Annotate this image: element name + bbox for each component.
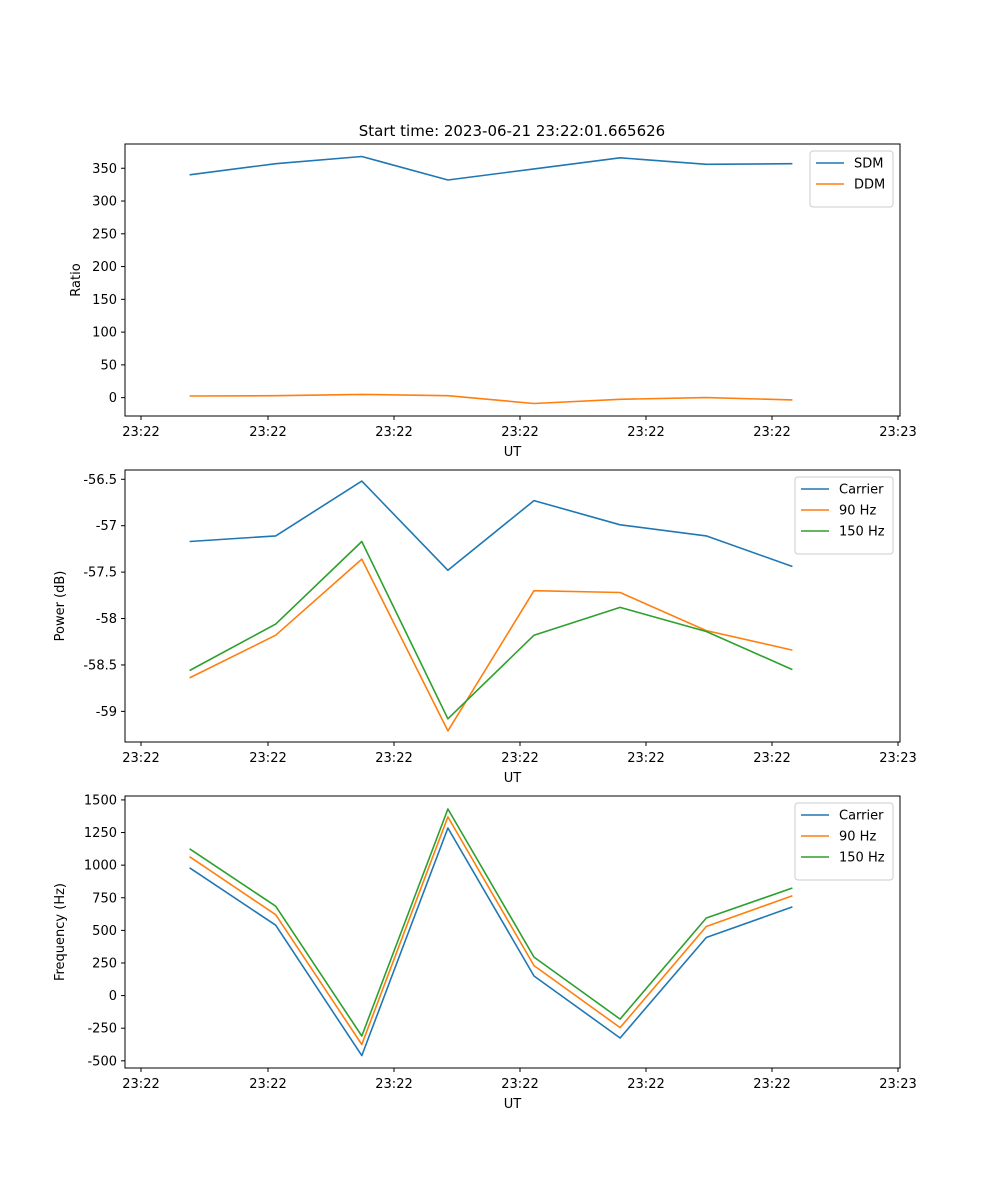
legend-label: DDM [854,178,885,193]
legend: Carrier 90 Hz 150 Hz [794,802,894,881]
series-line-carrier [189,827,793,1057]
x-tick-label: 23:22 [501,425,538,440]
legend-label: 150 Hz [839,851,885,866]
axes-frame [124,469,901,743]
y-tick-label: 750 [92,891,117,906]
y-tick-label: 50 [100,358,117,373]
legend: Carrier 90 Hz 150 Hz [794,476,894,555]
axes-frame [124,143,901,417]
x-tick-label: 23:23 [879,1077,916,1092]
y-tick-label: 350 [92,162,117,177]
y-tick-label: 100 [92,326,117,341]
series-line-90-hz [189,558,793,732]
series-line-150-hz [189,808,793,1037]
y-axis-label: Frequency (Hz) [53,883,68,981]
x-tick-label: 23:22 [122,751,159,766]
y-tick-label: -57 [96,519,117,534]
x-tick-label: 23:22 [753,1077,790,1092]
x-tick-label: 23:22 [753,751,790,766]
x-tick-label: 23:22 [627,751,664,766]
legend-label: SDM [854,157,883,172]
x-tick-label: 23:23 [879,425,916,440]
y-tick-label: 1250 [84,826,117,841]
y-tick-label: 300 [92,195,117,210]
x-axis-label: UT [504,445,522,460]
x-tick-label: 23:22 [501,1077,538,1092]
legend-label: 90 Hz [839,830,876,845]
y-tick-label: -59 [96,705,117,720]
y-axis-label: Power (dB) [53,571,68,642]
x-axis-label: UT [504,1097,522,1112]
x-tick-label: 23:22 [249,425,286,440]
series-line-150-hz [189,540,793,720]
y-tick-label: 1500 [84,793,117,808]
series-line-90-hz [189,816,793,1046]
x-tick-label: 23:22 [627,1077,664,1092]
legend-box [794,802,894,881]
y-tick-label: -57.5 [83,566,117,581]
x-tick-label: 23:22 [122,1077,159,1092]
legend-label: Carrier [839,809,884,824]
x-tick-label: 23:22 [122,425,159,440]
x-tick-label: 23:22 [375,425,412,440]
y-tick-label: 0 [109,989,117,1004]
x-tick-label: 23:22 [375,751,412,766]
legend-label: Carrier [839,483,884,498]
y-tick-label: 1000 [84,859,117,874]
series-line-ddm [189,393,793,405]
x-axis-label: UT [504,771,522,786]
y-tick-label: 250 [92,227,117,242]
y-tick-label: 150 [92,293,117,308]
x-tick-label: 23:22 [501,751,538,766]
legend-box [809,150,894,208]
y-tick-label: -58.5 [83,658,117,673]
subplot-1: 23:22 23:22 23:22 23:22 23:22 23:22 23:23 0 50 10… [69,143,917,460]
axes-frame [124,795,901,1069]
x-tick-label: 23:22 [753,425,790,440]
x-tick-label: 23:22 [249,1077,286,1092]
legend-label: 90 Hz [839,504,876,519]
subplot-2: 23:22 23:22 23:22 23:22 23:22 23:22 23:23 -59 -5… [53,469,917,786]
x-tick-label: 23:23 [879,751,916,766]
y-tick-label: 500 [92,924,117,939]
y-tick-label: 250 [92,956,117,971]
legend-box [794,476,894,555]
series-line-sdm [189,155,793,181]
y-axis-label: Ratio [69,263,84,296]
legend-label: 150 Hz [839,525,885,540]
y-tick-label: -250 [87,1022,117,1037]
series-line-carrier [189,480,793,572]
x-tick-label: 23:22 [627,425,664,440]
x-tick-label: 23:22 [375,1077,412,1092]
x-tick-label: 23:22 [249,751,286,766]
legend: SDM DDM [809,150,894,208]
y-tick-label: -56.5 [83,473,117,488]
y-tick-label: -58 [96,612,117,627]
subplots: 23:22 23:22 23:22 23:22 23:22 23:22 23:23 0 50 10… [53,143,917,1112]
y-tick-label: -500 [87,1054,117,1069]
subplot-3: 23:22 23:22 23:22 23:22 23:22 23:22 23:23 -500 -… [53,793,917,1112]
figure-title: Start time: 2023-06-21 23:22:01.665626 [359,122,665,140]
y-tick-label: 200 [92,260,117,275]
y-tick-label: 0 [109,391,117,406]
